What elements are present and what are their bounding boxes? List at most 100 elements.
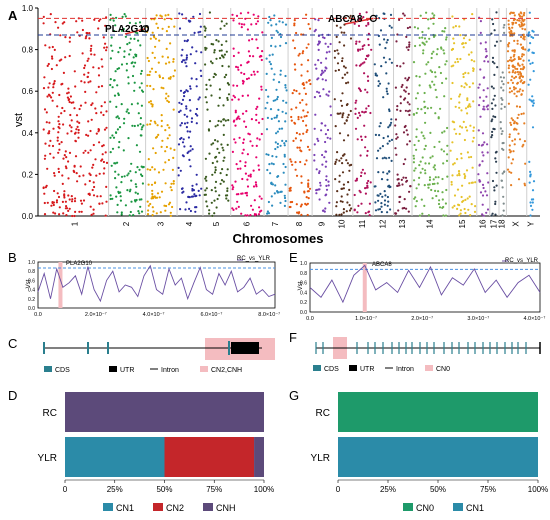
snp-point [258, 138, 261, 141]
snp-point [62, 71, 65, 74]
snp-point [434, 176, 437, 179]
snp-point [346, 71, 349, 74]
snp-point [508, 170, 511, 173]
snp-point [236, 84, 239, 87]
snp-point [256, 70, 259, 73]
snp-point [397, 182, 400, 185]
snp-point [419, 160, 422, 163]
snp-point [60, 58, 63, 61]
snp-point [501, 214, 504, 217]
snp-point [267, 21, 270, 24]
snp-point [241, 192, 244, 195]
snp-point [117, 117, 121, 120]
snp-point [61, 174, 64, 177]
snp-point [317, 139, 320, 142]
snp-point [118, 126, 122, 129]
snp-point [390, 118, 393, 121]
snp-point [522, 33, 525, 36]
snp-point [167, 100, 170, 104]
snp-point [234, 109, 237, 112]
snp-point [360, 135, 363, 138]
snp-point [74, 155, 78, 158]
snp-point [374, 209, 378, 212]
snp-point [325, 93, 328, 96]
snp-point [87, 151, 90, 154]
snp-point [147, 158, 150, 161]
snp-point [459, 125, 462, 128]
snp-point [378, 82, 382, 85]
snp-point [250, 204, 253, 207]
snp-point [402, 162, 405, 166]
snp-point [495, 160, 498, 163]
snp-point [234, 141, 237, 144]
snp-point [321, 69, 324, 72]
snp-point [237, 205, 240, 208]
snp-point [178, 12, 181, 15]
snp-point [93, 18, 96, 21]
snp-point [516, 67, 519, 71]
snp-point [123, 55, 126, 59]
snp-point [164, 209, 167, 212]
snp-point [405, 35, 408, 39]
snp-point [264, 107, 267, 110]
snp-point [491, 130, 494, 133]
snp-point [42, 128, 45, 131]
snp-point [225, 197, 228, 200]
snp-point [515, 105, 519, 108]
snp-point [221, 64, 224, 68]
snp-point [253, 199, 256, 202]
snp-point [95, 132, 98, 135]
snp-point [279, 201, 282, 204]
snp-point [68, 207, 71, 210]
snp-point [530, 99, 533, 102]
snp-point [92, 208, 95, 211]
legend-c-cds: CDS [55, 367, 70, 374]
snp-point [451, 81, 454, 85]
snp-point [124, 204, 127, 207]
snp-point [257, 213, 261, 216]
snp-point [408, 113, 411, 116]
snp-point [272, 163, 275, 166]
snp-point [338, 213, 341, 216]
snp-point [139, 173, 143, 176]
snp-point [428, 162, 431, 165]
snp-point [470, 51, 473, 54]
snp-point [425, 63, 428, 66]
snp-point [146, 213, 150, 216]
snp-point [340, 31, 343, 34]
snp-point [402, 62, 405, 65]
snp-point [189, 20, 192, 23]
snp-point [173, 148, 176, 151]
snp-point [516, 19, 519, 22]
snp-point [291, 163, 294, 166]
snp-point [102, 172, 105, 175]
snp-point [386, 142, 389, 145]
snp-point [459, 93, 462, 96]
snp-point [242, 138, 245, 141]
snp-point [460, 152, 463, 155]
snp-point [499, 127, 502, 130]
snp-point [307, 179, 310, 182]
snp-point [517, 132, 520, 135]
snp-point [48, 130, 51, 133]
snp-point [403, 89, 406, 92]
snp-point [189, 87, 192, 90]
snp-point [105, 161, 109, 164]
xtick-label: 2.0×10⁻⁷ [85, 311, 107, 318]
snp-point [294, 68, 297, 71]
chromosome-label: 2 [122, 221, 131, 226]
snp-point [63, 193, 66, 196]
snp-point [423, 100, 426, 103]
snp-point [315, 67, 318, 70]
ytick-label: 0.8 [300, 271, 307, 277]
snp-point [412, 157, 416, 160]
snp-point [141, 126, 144, 129]
snp-point [364, 88, 367, 91]
snp-point [427, 27, 430, 30]
snp-point [518, 13, 521, 16]
snp-point [500, 86, 503, 89]
snp-point [135, 185, 138, 188]
snp-point [244, 161, 247, 164]
snp-point [70, 101, 73, 104]
snp-point [193, 193, 196, 196]
